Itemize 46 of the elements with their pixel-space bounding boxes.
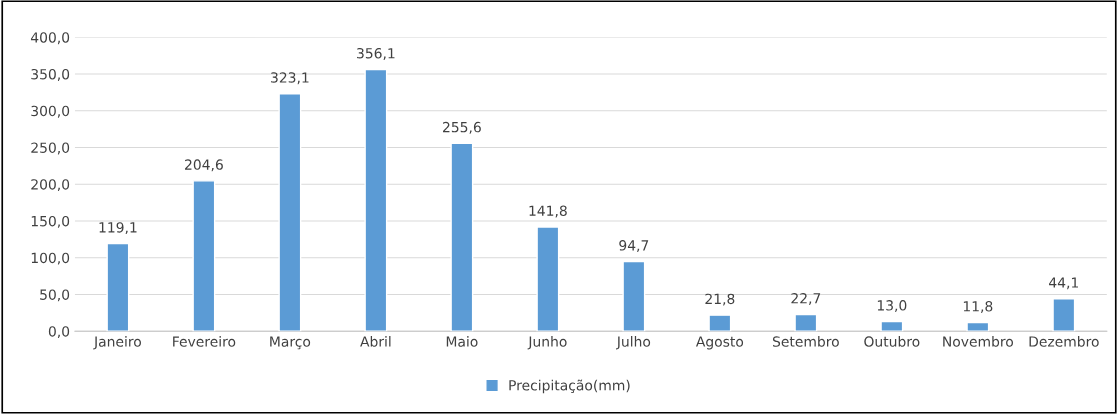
x-tick-label: Janeiro: [93, 336, 141, 350]
y-tick-label: 150,0: [31, 215, 70, 228]
bar: [966, 321, 990, 332]
data-label: 119,1: [99, 222, 137, 235]
bar: [278, 93, 302, 332]
data-label: 11,8: [963, 301, 993, 313]
x-tick-label: Abril: [360, 336, 391, 347]
y-tick-label: 350,0: [31, 68, 70, 81]
data-label: 22,7: [791, 292, 821, 305]
legend-label: Precipitação(mm): [509, 379, 630, 394]
bar: [708, 314, 732, 332]
x-tick-label: Setembro: [772, 336, 839, 347]
bar: [1052, 298, 1076, 332]
bar: [364, 68, 388, 332]
x-tick-label: Agosto: [695, 336, 744, 350]
data-label: 356,1: [357, 47, 395, 60]
x-tick-label: Novembro: [943, 336, 1014, 347]
y-tick-label: 100,0: [31, 252, 70, 265]
y-tick-label: 0,0: [48, 326, 70, 339]
x-tick-label: Maio: [446, 336, 478, 347]
x-tick-label: Outubro: [864, 336, 920, 347]
x-tick-label: Fevereiro: [173, 336, 236, 347]
bar: [880, 320, 904, 332]
data-label: 255,6: [443, 121, 481, 134]
data-label: 204,6: [185, 159, 223, 172]
x-tick-label: Julho: [616, 336, 651, 350]
data-label: 323,1: [271, 72, 309, 85]
bar: [536, 226, 560, 332]
data-label: 21,8: [705, 293, 735, 306]
data-label: 13,0: [877, 300, 907, 313]
bar: [794, 313, 818, 332]
y-tick-label: 250,0: [31, 142, 70, 155]
y-tick-label: 300,0: [31, 105, 70, 118]
x-tick-label: Junho: [527, 336, 567, 350]
data-label: 94,7: [619, 240, 649, 252]
data-label: 44,1: [1049, 277, 1078, 290]
data-label: 141,8: [529, 205, 567, 218]
x-tick-label: Dezembro: [1029, 336, 1099, 347]
y-tick-label: 50,0: [40, 289, 70, 302]
x-tick-label: Março: [270, 336, 311, 350]
bar: [106, 242, 130, 332]
bar: [622, 260, 646, 332]
y-tick-label: 200,0: [31, 179, 70, 192]
bar: [192, 180, 216, 332]
y-tick-label: 400,0: [30, 32, 70, 45]
bar: [450, 142, 474, 332]
